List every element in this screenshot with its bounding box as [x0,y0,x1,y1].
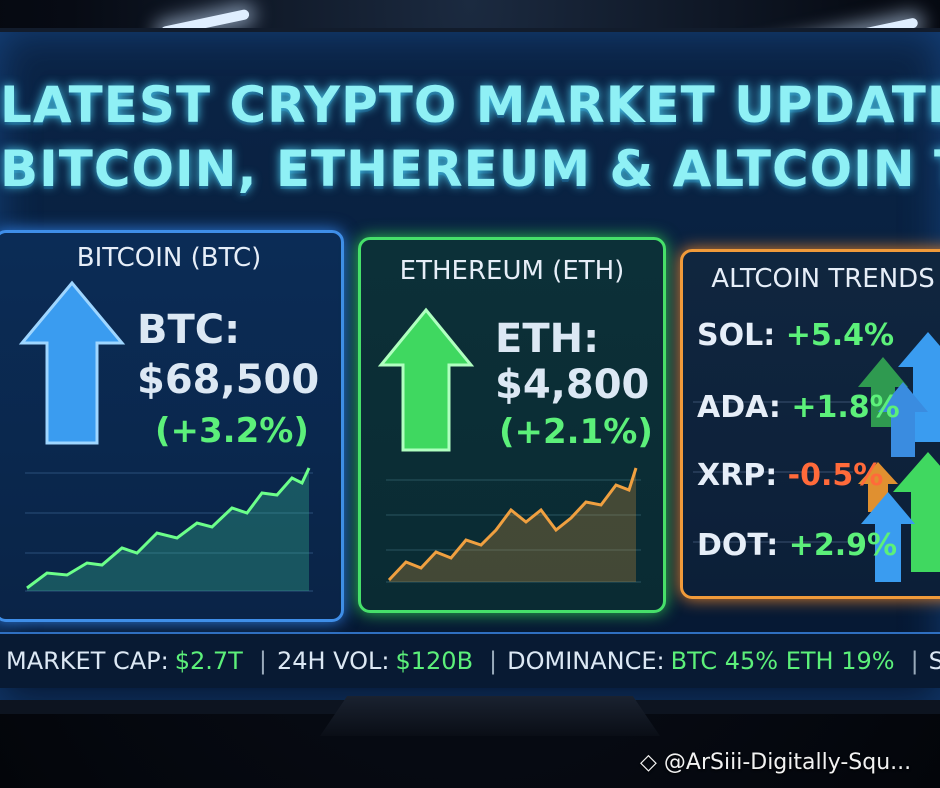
altcoin-panel: ALTCOIN TRENDS SOL: +5.4% ADA: +1.8% XRP: … [680,249,940,599]
coin-price: $68,500 [137,357,320,403]
ticker-label: 24H VOL: [276,647,390,675]
watermark: ◇ @ArSiii-Digitally-Squ... [640,750,911,775]
ticker-label: SENTIMENT: [929,647,940,675]
chart-area [389,468,636,582]
coin-change: +1.8% [791,390,900,425]
eth-graphics [377,307,641,583]
ticker-value: BTC 45% ETH 19% [670,647,895,675]
watermark-icon: ◇ [640,750,664,775]
up-arrow [858,357,908,427]
chart-grid [25,472,313,592]
coin-change: (+2.1%) [499,412,653,452]
title-line: LATEST CRYPTO MARKET UPDATE: [0,76,940,134]
up-arrow [878,382,928,457]
separator: | [258,647,267,675]
separator: | [910,647,919,675]
altcoin-arrows [693,332,940,582]
panel-header: BITCOIN (BTC) [76,243,262,273]
up-arrow [861,492,915,582]
eth-panel: ETHEREUM (ETH) ETH: $4,800 (+2.1%) [358,237,666,613]
ticker-label: DOMINANCE: [507,647,665,675]
up-arrow [377,307,475,452]
chart-area [27,468,309,591]
ticker-value: $120B [395,647,474,675]
altcoin-row: SOL: +5.4% [697,318,894,353]
title-line: BITCOIN, ETHEREUM & ALTCOIN TRENDS [0,140,940,198]
altcoin-row: ADA: +1.8% [697,390,900,425]
chart-line [26,467,311,590]
coin-label: ETH: [495,316,600,362]
coin-price: $4,800 [495,362,650,408]
row-dividers [693,401,853,543]
btc-panel: BITCOIN (BTC) BTC: $68,500 (+3.2%) [0,230,344,622]
ticker-value: $2.7T [174,647,243,675]
coin-change: +2.9% [788,528,898,563]
monitor-stand [320,696,660,736]
ticker-bar: MARKET CAP: $2.7T | 24H VOL: $120B | DOMINANCE… [0,632,940,688]
up-arrow [893,452,940,572]
up-arrow [898,332,940,442]
altcoin-row: DOT: +2.9% [697,528,897,563]
coin-label: BTC: [137,307,241,353]
coin-change: (+3.2%) [155,411,309,451]
monitor-screen: LATEST CRYPTO MARKET UPDATE: BITCOIN, ET… [0,28,940,714]
coin-change: +5.4% [785,318,895,353]
btc-graphics [18,280,313,592]
panel-header: ETHEREUM (ETH) [399,256,625,286]
coin-symbol: SOL: [697,318,776,353]
coin-change: -0.5% [787,458,884,493]
coin-symbol: ADA: [697,390,781,425]
coin-symbol: XRP: [697,458,778,493]
separator: | [489,647,498,675]
ticker-label: MARKET CAP: [6,647,169,675]
chart-line [387,467,638,582]
altcoin-row: XRP: -0.5% [697,458,883,493]
up-arrow [18,280,126,445]
chart-grid [386,479,641,583]
watermark-text: @ArSiii-Digitally-Squ... [663,750,912,775]
panel-header: ALTCOIN TRENDS [711,264,935,294]
coin-symbol: DOT: [697,528,779,563]
